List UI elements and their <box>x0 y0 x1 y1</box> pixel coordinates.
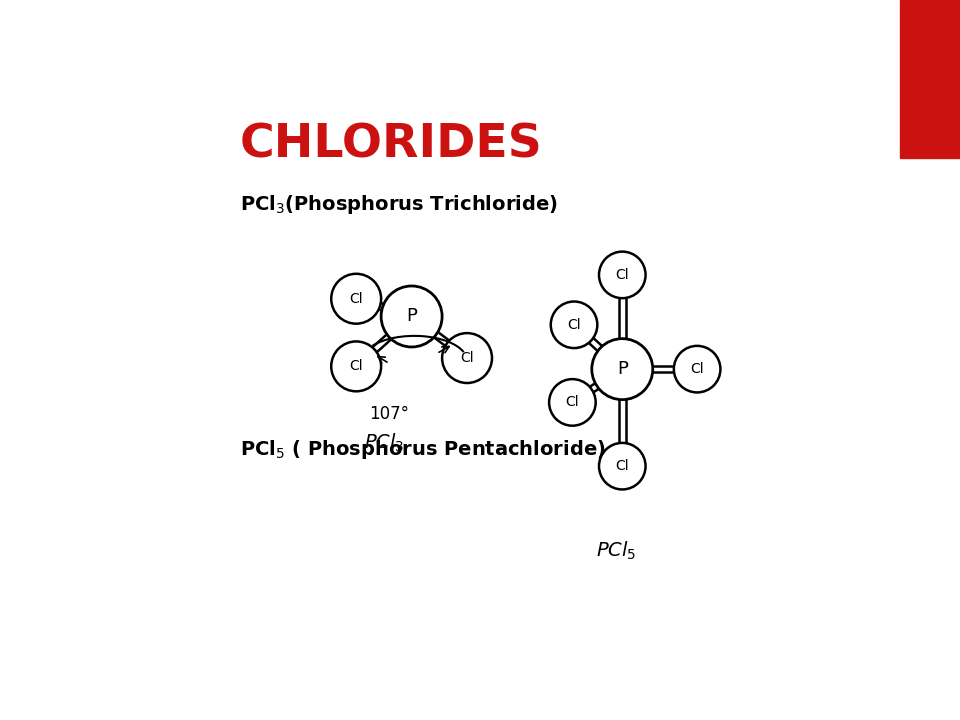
Text: PCl$_{5}$ ( Phosphorus Pentachloride): PCl$_{5}$ ( Phosphorus Pentachloride) <box>240 438 606 462</box>
Text: Cl: Cl <box>349 292 363 306</box>
Text: Cl: Cl <box>567 318 581 332</box>
Circle shape <box>551 302 597 348</box>
Text: PCl$_3$: PCl$_3$ <box>364 431 404 454</box>
Circle shape <box>599 443 645 490</box>
Text: PCl$_{3}$(Phosphorus Trichloride): PCl$_{3}$(Phosphorus Trichloride) <box>240 193 558 216</box>
Text: Cl: Cl <box>615 268 629 282</box>
Text: P: P <box>406 307 417 325</box>
Text: Cl: Cl <box>565 395 579 410</box>
Circle shape <box>331 341 381 391</box>
Text: Cl: Cl <box>690 362 704 376</box>
Circle shape <box>331 274 381 324</box>
Text: P: P <box>617 360 628 378</box>
Text: 107°: 107° <box>370 405 409 423</box>
Circle shape <box>599 251 645 298</box>
Circle shape <box>381 286 443 347</box>
Text: Cl: Cl <box>615 459 629 473</box>
Text: Cl: Cl <box>460 351 474 365</box>
Circle shape <box>549 379 595 426</box>
Text: CHLORIDES: CHLORIDES <box>240 122 542 168</box>
Circle shape <box>674 346 720 392</box>
Circle shape <box>443 333 492 383</box>
Circle shape <box>591 338 653 400</box>
Text: PCl$_5$: PCl$_5$ <box>596 540 637 562</box>
Text: Cl: Cl <box>349 359 363 374</box>
